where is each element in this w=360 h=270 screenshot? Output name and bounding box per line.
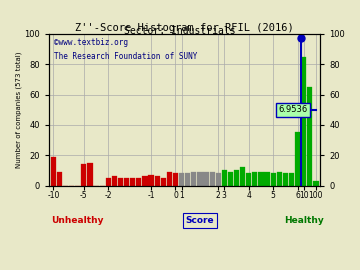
Bar [185, 173, 190, 185]
Bar [136, 178, 141, 185]
Bar [301, 57, 306, 185]
Bar [118, 178, 123, 185]
Text: Sector: Industrials: Sector: Industrials [124, 26, 236, 36]
Bar [130, 178, 135, 185]
Bar [154, 176, 160, 185]
Bar [240, 167, 245, 185]
Bar [112, 176, 117, 185]
Bar [252, 172, 257, 185]
Bar [87, 163, 93, 185]
Bar [142, 176, 148, 185]
Bar [124, 178, 129, 185]
Text: Healthy: Healthy [284, 216, 324, 225]
Title: Z''-Score Histogram for RFIL (2016): Z''-Score Histogram for RFIL (2016) [75, 23, 294, 33]
Bar [161, 178, 166, 185]
Bar [179, 173, 184, 185]
Text: Score: Score [186, 216, 214, 225]
Bar [289, 173, 294, 185]
Bar [191, 172, 197, 185]
Bar [106, 178, 111, 185]
Bar [222, 170, 227, 185]
Text: Unhealthy: Unhealthy [51, 216, 104, 225]
Bar [216, 173, 221, 185]
Bar [203, 172, 208, 185]
Y-axis label: Number of companies (573 total): Number of companies (573 total) [15, 52, 22, 168]
Bar [277, 172, 282, 185]
Bar [57, 172, 62, 185]
Bar [197, 172, 203, 185]
Text: ©www.textbiz.org: ©www.textbiz.org [54, 38, 129, 48]
Bar [313, 181, 319, 185]
Bar [210, 172, 215, 185]
Bar [271, 173, 276, 185]
Bar [167, 172, 172, 185]
Bar [246, 173, 251, 185]
Bar [295, 133, 300, 185]
Bar [81, 164, 86, 185]
Bar [173, 173, 178, 185]
Bar [258, 172, 264, 185]
Text: 6.9536: 6.9536 [279, 105, 308, 114]
Text: The Research Foundation of SUNY: The Research Foundation of SUNY [54, 52, 198, 61]
Bar [307, 87, 312, 185]
Bar [283, 173, 288, 185]
Bar [234, 170, 239, 185]
Bar [228, 172, 233, 185]
Bar [51, 157, 56, 185]
Bar [148, 175, 154, 185]
Bar [265, 172, 270, 185]
